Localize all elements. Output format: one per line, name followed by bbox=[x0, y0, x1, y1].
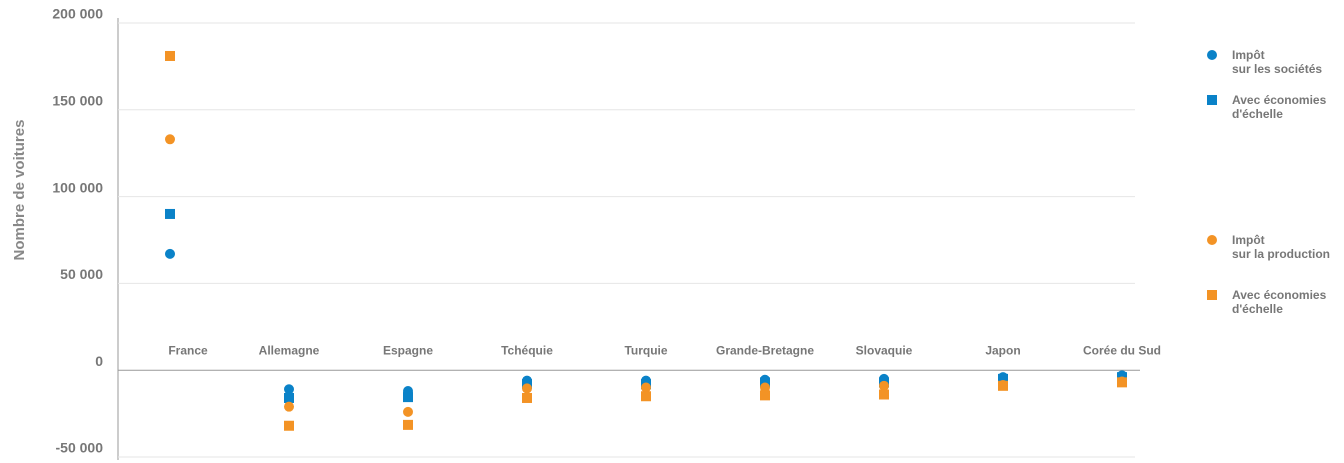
point bbox=[760, 377, 770, 388]
legend-marker bbox=[1207, 290, 1217, 300]
point bbox=[879, 380, 889, 391]
y-axis-label: Nombre de voitures bbox=[11, 120, 28, 261]
x-tick-label: Grande-Bretagne bbox=[716, 343, 814, 357]
point bbox=[760, 390, 770, 401]
point bbox=[165, 134, 175, 145]
y-tick-label: 200 000 bbox=[52, 6, 103, 22]
legend-marker bbox=[1207, 235, 1217, 245]
x-tick-label: Allemagne bbox=[259, 343, 320, 357]
point bbox=[998, 373, 1008, 384]
legend-marker bbox=[1207, 95, 1217, 105]
legend-marker bbox=[1207, 50, 1217, 60]
legend-label: Impôt sur la production bbox=[1232, 233, 1331, 261]
x-tick-label: Corée du Sud bbox=[1083, 343, 1161, 357]
point bbox=[165, 208, 175, 219]
y-tick-label: 100 000 bbox=[52, 179, 103, 195]
y-tick-label: 0 bbox=[95, 353, 103, 369]
point bbox=[760, 382, 770, 393]
point bbox=[284, 392, 294, 403]
point bbox=[284, 401, 294, 412]
point bbox=[641, 382, 651, 393]
point bbox=[641, 391, 651, 402]
x-tick-label: France bbox=[168, 343, 208, 357]
point bbox=[998, 380, 1008, 391]
point bbox=[165, 248, 175, 259]
point bbox=[1117, 377, 1127, 388]
point bbox=[879, 389, 889, 400]
y-tick-label: 150 000 bbox=[52, 93, 103, 109]
legend-label: Avec économies d'échelle bbox=[1232, 93, 1327, 121]
point bbox=[522, 392, 532, 403]
x-tick-label: Japon bbox=[985, 343, 1020, 357]
legend-label: Avec économies d'échelle bbox=[1232, 288, 1327, 316]
x-tick-label: Turquie bbox=[624, 343, 667, 357]
point bbox=[284, 420, 294, 431]
x-tick-label: Tchéquie bbox=[501, 343, 553, 357]
x-tick-label: Espagne bbox=[383, 343, 433, 357]
point bbox=[403, 419, 413, 430]
point bbox=[403, 392, 413, 403]
y-tick-label: 50 000 bbox=[60, 266, 103, 282]
point bbox=[284, 384, 294, 395]
legend-label: Impôt sur les sociétés bbox=[1232, 48, 1323, 76]
point bbox=[522, 383, 532, 394]
y-tick-label: -50 000 bbox=[56, 440, 104, 456]
x-tick-label: Slovaquie bbox=[856, 343, 913, 357]
point bbox=[165, 50, 175, 61]
point bbox=[403, 406, 413, 417]
